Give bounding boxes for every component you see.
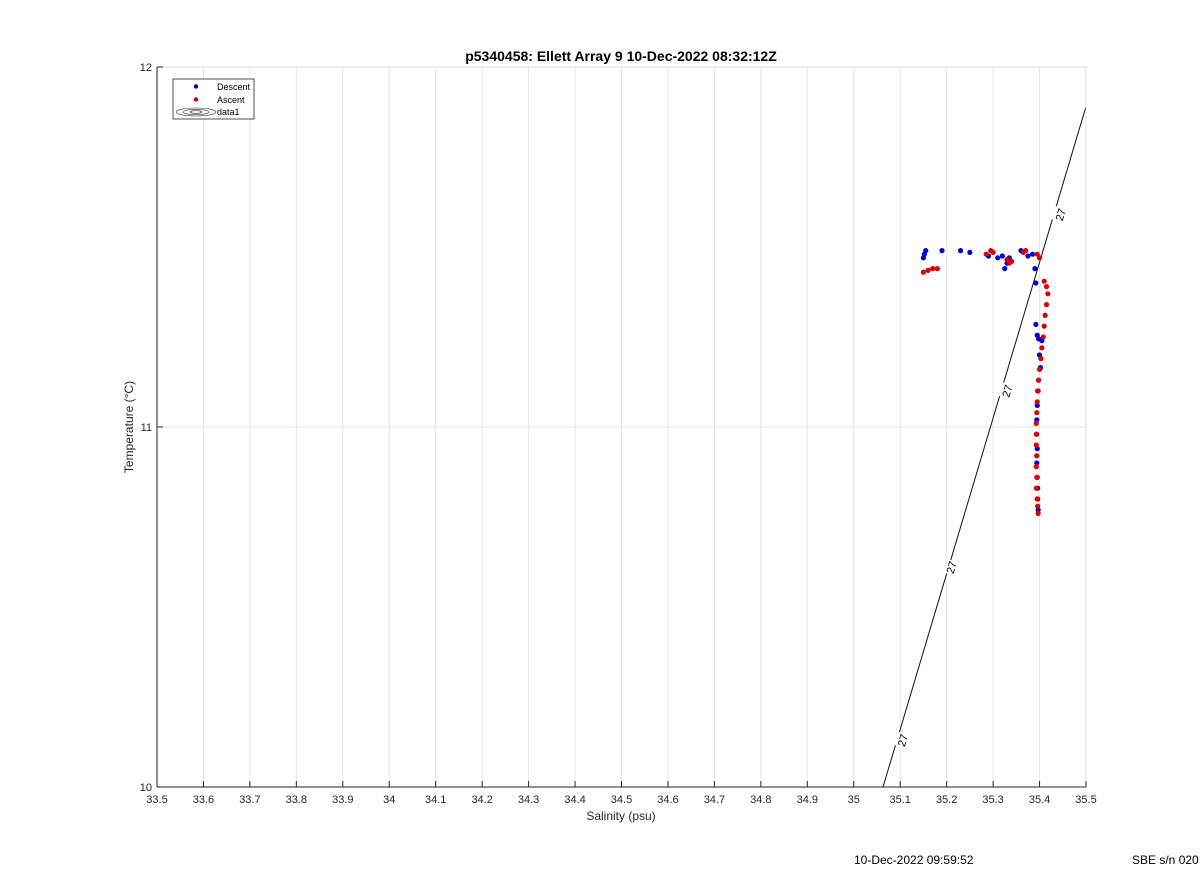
ascent-point bbox=[1034, 399, 1040, 405]
x-tick-label: 35.1 bbox=[889, 794, 910, 806]
descent-point bbox=[967, 249, 973, 255]
ascent-point bbox=[1034, 496, 1040, 502]
x-tick-label: 34.4 bbox=[564, 794, 585, 806]
descent-point bbox=[1032, 266, 1038, 272]
chart-title: p5340458: Ellett Array 9 10-Dec-2022 08:… bbox=[465, 48, 777, 64]
footer-datetime: 10-Dec-2022 09:59:52 bbox=[854, 853, 974, 867]
ascent-point bbox=[1043, 302, 1050, 308]
isopycnal-label: 27 bbox=[896, 733, 911, 748]
x-tick-label: 34.2 bbox=[471, 794, 492, 806]
ascent-point bbox=[925, 267, 931, 273]
x-tick-label: 33.9 bbox=[332, 794, 353, 806]
isopycnal-label: 27 bbox=[1000, 384, 1015, 399]
ascent-point bbox=[1036, 366, 1043, 372]
ascent-point bbox=[1034, 410, 1040, 416]
ascent-point bbox=[930, 266, 936, 272]
x-tick-label: 33.5 bbox=[146, 794, 167, 806]
y-axis-ticks: 10 11 12 bbox=[140, 62, 163, 794]
isopycnal-line: 27 27 27 27 bbox=[882, 106, 1087, 788]
y-tick-label: 11 bbox=[141, 422, 152, 434]
x-tick-label: 34.8 bbox=[750, 794, 771, 806]
x-tick-label: 33.7 bbox=[239, 794, 260, 806]
legend-descent-marker bbox=[193, 84, 199, 89]
ascent-point bbox=[1041, 278, 1047, 284]
descent-point bbox=[1002, 266, 1008, 272]
legend: Descent Ascent data1 bbox=[172, 78, 255, 120]
legend-data1-label: data1 bbox=[217, 107, 240, 117]
isopycnal-label: 27 bbox=[1054, 207, 1069, 222]
descent-point bbox=[999, 253, 1005, 259]
ascent-point bbox=[983, 251, 989, 257]
ascent-point bbox=[1045, 291, 1051, 297]
descent-point bbox=[1033, 280, 1039, 286]
ascent-point bbox=[934, 266, 940, 272]
isopycnal-label-bg bbox=[893, 731, 912, 749]
x-tick-label: 34.6 bbox=[657, 794, 678, 806]
x-axis-label: Salinity (psu) bbox=[586, 809, 655, 823]
ascent-point bbox=[1040, 334, 1046, 340]
x-tick-label: 35.2 bbox=[936, 794, 957, 806]
ascent-point bbox=[1042, 312, 1048, 318]
x-tick-label: 34 bbox=[383, 794, 395, 806]
x-tick-label: 33.6 bbox=[193, 794, 214, 806]
descent-point bbox=[1033, 321, 1039, 327]
ascent-point bbox=[1035, 503, 1041, 509]
x-tick-label: 34.1 bbox=[425, 794, 446, 806]
isopycnal-label: 27 bbox=[945, 560, 960, 575]
descent-point bbox=[1025, 253, 1031, 259]
x-tick-label: 35.5 bbox=[1075, 794, 1096, 806]
ascent-point bbox=[1033, 420, 1039, 426]
isopycnal-label-bg bbox=[942, 558, 961, 577]
descent-point bbox=[995, 255, 1001, 261]
x-tick-label: 34.3 bbox=[518, 794, 539, 806]
y-tick-label: 12 bbox=[140, 62, 152, 74]
legend-box bbox=[172, 78, 255, 120]
x-tick-label: 35 bbox=[848, 794, 860, 806]
grid bbox=[156, 66, 1087, 788]
ascent-point bbox=[1038, 356, 1044, 362]
ascent-point bbox=[1039, 345, 1045, 351]
isopycnal-label-bg bbox=[1051, 205, 1070, 224]
x-tick-label: 34.7 bbox=[704, 794, 725, 806]
ascent-point bbox=[1034, 453, 1040, 459]
descent-point bbox=[923, 248, 929, 254]
x-axis-ticks: 33.5 33.6 33.7 33.8 33.9 34 34.1 34.2 34.3 34.4 34… bbox=[146, 781, 1097, 806]
descent-point bbox=[939, 248, 945, 254]
descent-point bbox=[1034, 402, 1040, 408]
ascent-point bbox=[1023, 248, 1029, 254]
legend-ascent-label: Ascent bbox=[217, 95, 245, 105]
ascent-point bbox=[1009, 258, 1015, 264]
x-tick-label: 34.9 bbox=[797, 794, 818, 806]
isopycnal-contour bbox=[882, 106, 1087, 788]
descent-point bbox=[957, 248, 964, 254]
ascent-point bbox=[1033, 442, 1039, 448]
ascent-point bbox=[1033, 464, 1039, 470]
ascent-point bbox=[990, 249, 996, 255]
ascent-point bbox=[1041, 323, 1047, 329]
x-tick-label: 33.8 bbox=[286, 794, 307, 806]
x-tick-label: 35.3 bbox=[982, 794, 1003, 806]
x-tick-label: 34.5 bbox=[611, 794, 632, 806]
isopycnal-label-bg bbox=[998, 382, 1016, 400]
ascent-point bbox=[1043, 284, 1050, 290]
ascent-point bbox=[1035, 510, 1041, 516]
legend-ascent-marker bbox=[193, 97, 199, 102]
ascent-series bbox=[920, 248, 1051, 516]
footer-serial: SBE s/n 020 bbox=[1132, 853, 1199, 867]
legend-contour-icon bbox=[175, 107, 217, 117]
y-tick-label: 10 bbox=[140, 782, 152, 794]
x-tick-label: 35.4 bbox=[1029, 794, 1050, 806]
ascent-point bbox=[1034, 474, 1040, 480]
legend-descent-label: Descent bbox=[217, 82, 251, 92]
ascent-point bbox=[1033, 431, 1039, 437]
y-axis-label: Temperature (°C) bbox=[122, 381, 136, 473]
ascent-point bbox=[920, 269, 927, 275]
ascent-point bbox=[1036, 377, 1042, 383]
descent-point bbox=[1029, 251, 1036, 257]
ascent-point bbox=[1036, 255, 1043, 261]
ascent-point bbox=[1033, 485, 1039, 491]
ascent-point bbox=[1035, 388, 1041, 394]
